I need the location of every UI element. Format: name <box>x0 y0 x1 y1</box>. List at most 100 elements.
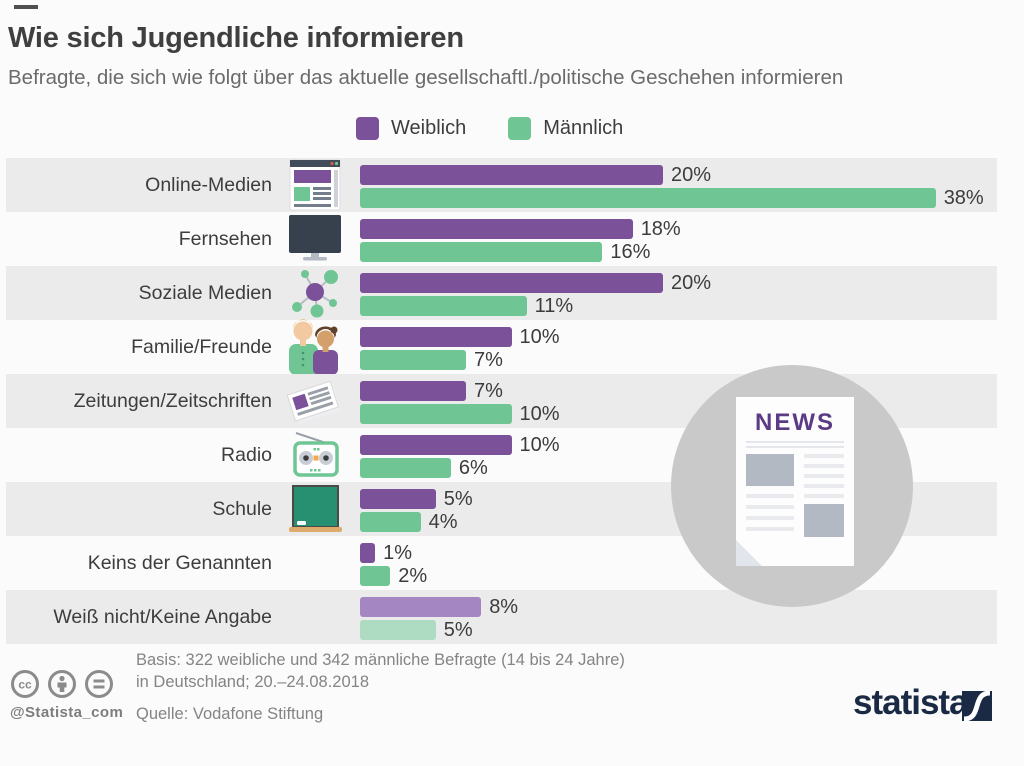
statista-logo-icon <box>962 690 992 722</box>
newspaper-fold <box>736 540 762 566</box>
news-rule <box>746 446 844 448</box>
news-text-line <box>804 484 844 488</box>
chart-row: Keins der Genannten 1% 2% <box>0 536 1024 590</box>
bar-weiblich <box>360 219 633 239</box>
basis-line-2: in Deutschland; 20.–24.08.2018 <box>136 673 370 691</box>
legend-item-maennlich: Männlich <box>508 117 623 140</box>
bar-weiblich <box>360 489 436 509</box>
maennlich-swatch <box>508 117 532 140</box>
bar-männlich <box>360 188 936 208</box>
bar-line: 18% <box>360 219 681 239</box>
bar-line: 2% <box>360 566 427 586</box>
news-text-line <box>746 527 794 531</box>
news-headline: NEWS <box>755 409 835 436</box>
chart-row: Fernsehen 18% 16% <box>0 212 1024 266</box>
newspaper-illustration: NEWS <box>736 397 854 566</box>
bar-line: 38% <box>360 188 984 208</box>
value-label: 11% <box>534 295 574 317</box>
bar-line: 8% <box>360 597 518 617</box>
bar-männlich <box>360 242 603 262</box>
legend-item-weiblich: Weiblich <box>356 117 466 140</box>
news-illustration: NEWS <box>671 365 913 607</box>
bar-line: 20% <box>360 273 711 293</box>
value-label: 7% <box>474 349 503 371</box>
cc-icon: cc <box>10 669 40 704</box>
row-label: Fernsehen <box>178 227 272 250</box>
news-text-line <box>804 474 844 478</box>
news-text-line <box>746 516 794 520</box>
bar-line: 7% <box>360 381 503 401</box>
bar-weiblich <box>360 435 512 455</box>
source-note: Quelle: Vodafone Stiftung <box>136 705 324 723</box>
basis-line-1: Basis: 322 weibliche und 342 männliche B… <box>136 651 625 669</box>
news-text-line <box>804 454 844 458</box>
value-label: 20% <box>671 164 712 186</box>
chart-row: Weiß nicht/Keine Angabe 8% 5% <box>0 590 1024 644</box>
value-label: 8% <box>489 596 519 618</box>
news-image-block <box>746 454 794 486</box>
bar-weiblich <box>360 543 376 563</box>
news-text-line <box>746 494 794 498</box>
value-label: 1% <box>383 542 413 564</box>
bar-weiblich <box>360 327 512 347</box>
value-label: 5% <box>443 619 473 641</box>
legend-label: Weiblich <box>391 117 467 139</box>
social-network-icon <box>282 266 348 320</box>
window-artifact-dash <box>14 5 38 9</box>
page-title: Wie sich Jugendliche informieren <box>8 22 464 54</box>
news-rule <box>746 441 844 443</box>
chart-row: Soziale Medien 20% 11% <box>0 266 1024 320</box>
row-label: Weiß nicht/Keine Angabe <box>53 605 272 628</box>
bar-männlich <box>360 296 527 316</box>
row-label: Soziale Medien <box>138 281 272 304</box>
value-label: 5% <box>443 488 473 510</box>
value-label: 10% <box>519 434 560 456</box>
chart-row: Familie/Freunde 10% 7% <box>0 319 1024 375</box>
value-label: 18% <box>640 218 681 240</box>
value-label: 10% <box>519 403 560 425</box>
newspaper-icon <box>282 374 348 428</box>
value-label: 2% <box>398 565 428 587</box>
row-label: Online-Medien <box>145 173 272 196</box>
news-text-line <box>746 505 794 509</box>
bar-männlich <box>360 458 451 478</box>
bar-weiblich <box>360 597 482 617</box>
bar-line: 20% <box>360 165 711 185</box>
bar-männlich <box>360 566 391 586</box>
bar-line: 10% <box>360 404 560 424</box>
statista-handle: @Statista_com <box>10 704 124 721</box>
news-text-line <box>804 494 844 498</box>
bar-line: 4% <box>360 512 458 532</box>
online-media-icon <box>282 158 348 212</box>
bar-line: 6% <box>360 458 488 478</box>
legend-label: Männlich <box>543 117 624 139</box>
row-label: Keins der Genannten <box>87 551 272 574</box>
bar-line: 1% <box>360 543 412 563</box>
tv-icon <box>282 212 348 266</box>
cc-equal-icon <box>84 669 114 704</box>
value-label: 16% <box>610 241 651 263</box>
cc-attribution-icon <box>47 669 77 704</box>
row-label: Zeitungen/Zeitschriften <box>73 389 272 412</box>
bar-weiblich <box>360 273 663 293</box>
page-subtitle: Befragte, die sich wie folgt über das ak… <box>8 66 844 89</box>
bar-männlich <box>360 512 421 532</box>
svg-text:cc: cc <box>18 678 32 692</box>
value-label: 4% <box>428 511 458 533</box>
chalkboard-icon <box>282 482 348 536</box>
news-image-block <box>804 504 844 537</box>
statista-logo-text: statista <box>853 683 969 722</box>
chart-row: Radio 10% 6% <box>0 428 1024 482</box>
bar-männlich <box>360 404 512 424</box>
row-label: Radio <box>221 443 272 466</box>
row-label: Familie/Freunde <box>131 335 272 358</box>
bar-line: 10% <box>360 435 560 455</box>
value-label: 6% <box>458 457 488 479</box>
value-label: 38% <box>943 187 984 209</box>
radio-icon <box>282 428 348 482</box>
basis-note: Basis: 322 weibliche und 342 männliche B… <box>136 649 625 693</box>
bar-line: 11% <box>360 296 573 316</box>
bar-line: 7% <box>360 350 503 370</box>
weiblich-swatch <box>356 117 379 140</box>
